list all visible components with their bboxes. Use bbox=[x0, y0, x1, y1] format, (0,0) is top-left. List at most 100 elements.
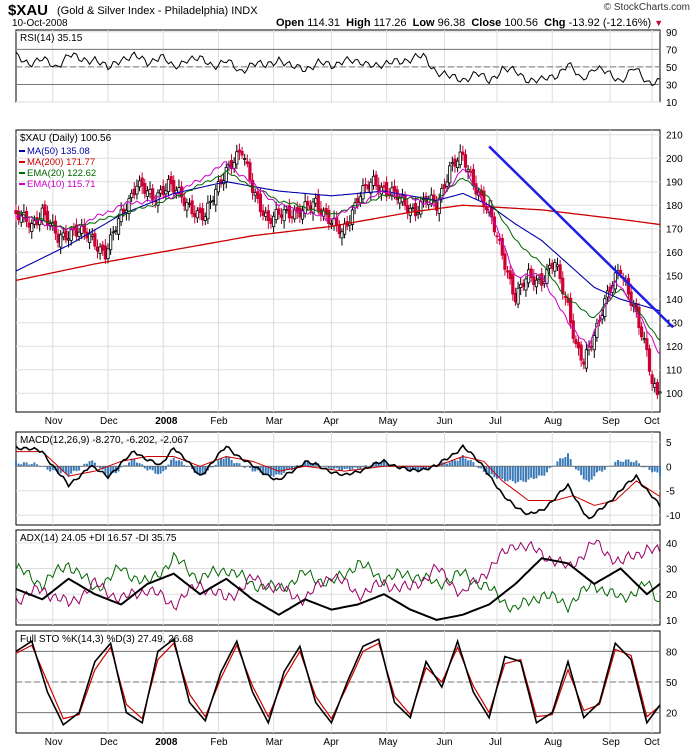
candle-body bbox=[374, 174, 378, 187]
macd-histogram-bar bbox=[467, 460, 470, 467]
candle-body bbox=[385, 182, 389, 196]
sto-tick-label: 80 bbox=[666, 647, 678, 658]
macd-histogram-bar bbox=[556, 461, 559, 467]
month-label: Jun bbox=[436, 416, 452, 427]
candle-body bbox=[306, 200, 310, 206]
candle-body bbox=[35, 217, 39, 226]
macd-histogram-bar bbox=[107, 466, 109, 479]
month-label: Jul bbox=[489, 416, 502, 427]
candle-body bbox=[508, 270, 512, 280]
candle-body bbox=[277, 208, 281, 215]
candle-body bbox=[366, 184, 370, 190]
macd-histogram-bar bbox=[117, 466, 120, 472]
candle-body bbox=[264, 212, 268, 217]
price-tick-label: 140 bbox=[666, 295, 683, 306]
candle-body bbox=[640, 326, 644, 338]
candle-body bbox=[214, 188, 218, 206]
macd-histogram-bar bbox=[272, 466, 275, 477]
macd-histogram-bar bbox=[151, 466, 154, 471]
price-tick-label: 110 bbox=[666, 366, 682, 377]
chart-header: $XAU (Gold & Silver Index - Philadelphia… bbox=[0, 0, 700, 30]
macd-histogram-bar bbox=[482, 466, 485, 472]
macd-histogram-bar bbox=[582, 466, 585, 480]
macd-histogram-bar bbox=[398, 466, 401, 469]
candle-body bbox=[574, 339, 578, 345]
macd-histogram-bar bbox=[177, 460, 180, 467]
macd-histogram-bar bbox=[545, 466, 548, 473]
candle-body bbox=[419, 201, 423, 215]
macd-histogram-bar bbox=[212, 466, 215, 468]
price-tick-label: 120 bbox=[666, 342, 683, 353]
macd-histogram-bar bbox=[635, 460, 638, 467]
candle-body bbox=[169, 175, 173, 185]
candle-body bbox=[500, 238, 504, 256]
month-label: May bbox=[379, 737, 398, 748]
candle-body bbox=[248, 162, 252, 181]
macd-histogram-bar bbox=[514, 466, 517, 484]
macd-histogram-bar bbox=[559, 458, 562, 467]
macd-histogram-bar bbox=[28, 464, 31, 467]
high-label: High bbox=[346, 17, 371, 29]
macd-histogram-bar bbox=[501, 466, 504, 479]
candle-body bbox=[243, 158, 247, 160]
candle-body bbox=[592, 335, 596, 351]
candle-body bbox=[269, 218, 273, 224]
candle-body bbox=[66, 238, 71, 241]
candle-body bbox=[69, 229, 73, 241]
macd-histogram-bar bbox=[446, 463, 449, 467]
macd-histogram-bar bbox=[346, 466, 349, 469]
candle-body bbox=[235, 151, 239, 165]
macd-histogram-bar bbox=[333, 466, 336, 469]
macd-histogram-bar bbox=[419, 466, 422, 471]
macd-histogram-bar bbox=[51, 466, 54, 471]
candle-body bbox=[274, 209, 278, 221]
macd-histogram-bar bbox=[243, 466, 246, 468]
macd-histogram-bar bbox=[569, 459, 572, 467]
macd-tick-label: 5 bbox=[666, 438, 672, 449]
macd-histogram-bar bbox=[540, 466, 543, 476]
macd-histogram-bar bbox=[227, 456, 230, 467]
candle-body bbox=[327, 209, 331, 225]
macd-histogram-bar bbox=[359, 466, 362, 470]
macd-histogram-bar bbox=[248, 466, 251, 468]
symbol-name: (Gold & Silver Index - Philadelphia) IND… bbox=[57, 5, 258, 17]
macd-histogram-bar bbox=[417, 466, 420, 472]
chg-label: Chg bbox=[544, 17, 566, 29]
macd-histogram-bar bbox=[85, 463, 88, 467]
candle-body bbox=[232, 162, 236, 169]
macd-histogram-bar bbox=[453, 460, 456, 467]
candle-body bbox=[650, 374, 654, 384]
macd-histogram-bar bbox=[156, 466, 159, 475]
price-tick-label: 160 bbox=[666, 248, 683, 259]
price-tick-label: 180 bbox=[666, 201, 683, 212]
macd-histogram-bar bbox=[62, 466, 65, 472]
macd-line bbox=[15, 443, 661, 520]
macd-histogram-bar bbox=[354, 466, 357, 468]
candle-body bbox=[442, 184, 447, 189]
candle-body bbox=[74, 224, 79, 237]
macd-histogram-bar bbox=[645, 466, 648, 468]
macd-histogram-bar bbox=[220, 458, 223, 467]
candle-body bbox=[109, 234, 113, 251]
macd-histogram-bar bbox=[264, 466, 267, 475]
candle-body bbox=[132, 188, 136, 196]
macd-histogram-bar bbox=[72, 466, 75, 471]
candle-body bbox=[524, 278, 528, 291]
candle-body bbox=[148, 189, 152, 195]
macd-histogram-bar bbox=[451, 459, 454, 467]
candle-body bbox=[626, 278, 631, 295]
month-label: Mar bbox=[266, 737, 284, 748]
macd-histogram-bar bbox=[283, 466, 286, 473]
candle-body bbox=[114, 230, 118, 232]
macd-histogram-bar bbox=[585, 466, 588, 481]
candle-body bbox=[56, 233, 60, 243]
macd-histogram-bar bbox=[180, 461, 183, 467]
adx-tick-label: 30 bbox=[666, 565, 678, 576]
macd-histogram-bar bbox=[498, 466, 501, 478]
candle-body bbox=[19, 214, 23, 223]
macd-histogram-bar bbox=[364, 465, 367, 467]
macd-histogram-bar bbox=[427, 466, 430, 470]
candle-body bbox=[532, 276, 536, 286]
macd-histogram-bar bbox=[511, 466, 514, 482]
